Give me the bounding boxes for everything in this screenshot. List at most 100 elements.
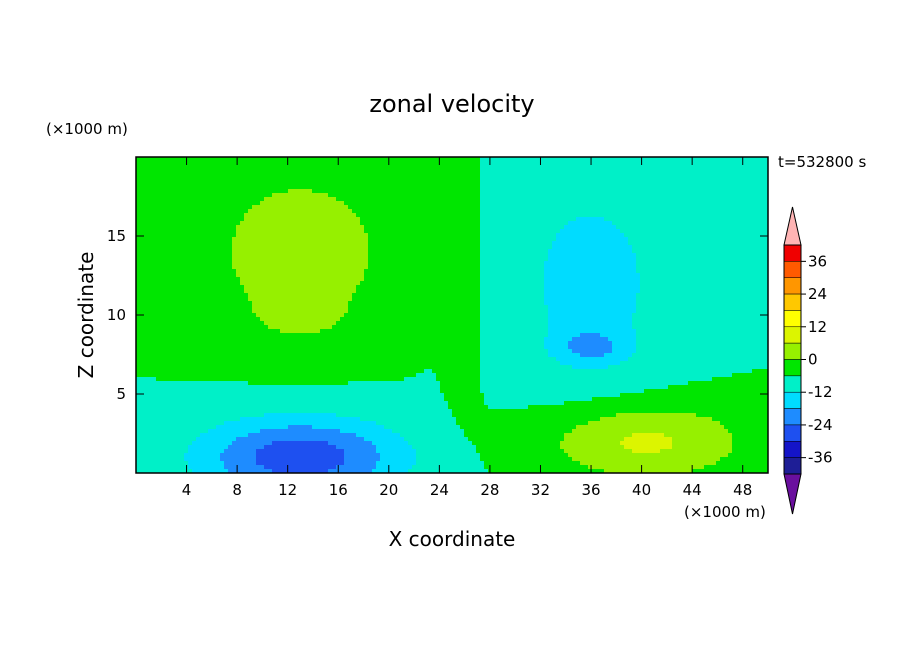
field-cell [580,173,585,178]
field-cell [764,217,768,222]
field-cell [644,233,649,238]
field-cell [656,253,661,258]
field-cell [528,233,533,238]
field-cell [428,253,433,258]
field-cell [748,257,753,262]
field-cell [752,197,757,202]
field-cell [376,225,381,230]
field-cell [484,205,489,210]
field-cell [428,157,433,162]
field-cell [268,221,273,226]
field-cell [640,233,645,238]
field-cell [536,209,541,214]
field-cell [416,209,421,214]
field-cell [200,233,205,238]
field-cell [648,189,653,194]
field-cell [252,277,257,282]
field-cell [164,265,169,270]
field-cell [140,193,145,198]
field-cell [744,237,749,242]
field-cell [212,209,217,214]
field-cell [632,221,637,226]
field-cell [248,213,253,218]
field-cell [716,165,721,170]
field-cell [600,165,605,170]
field-cell [492,173,497,178]
field-cell [644,265,649,270]
field-cell [628,265,633,270]
field-cell [628,273,633,278]
field-cell [652,201,657,206]
field-cell [260,165,265,170]
field-cell [732,205,737,210]
field-cell [724,245,729,250]
field-cell [540,233,545,238]
field-cell [736,173,741,178]
field-cell [496,249,501,254]
field-cell [376,233,381,238]
field-cell [404,157,409,162]
field-cell [272,185,277,190]
field-cell [432,265,437,270]
field-cell [204,265,209,270]
field-cell [476,185,481,190]
field-cell [552,229,557,234]
field-cell [216,225,221,230]
field-cell [244,241,249,246]
field-cell [180,229,185,234]
field-cell [340,241,345,246]
field-cell [736,181,741,186]
field-cell [548,229,553,234]
field-cell [344,269,349,274]
field-cell [496,225,501,230]
field-cell [428,193,433,198]
field-cell [348,281,353,286]
field-cell [696,245,701,250]
field-cell [148,261,153,266]
field-cell [608,177,613,182]
field-cell [708,209,713,214]
field-cell [620,241,625,246]
field-cell [580,261,585,266]
field-cell [480,221,485,226]
field-cell [268,225,273,230]
field-cell [248,161,253,166]
field-cell [208,269,213,274]
field-cell [180,193,185,198]
field-cell [512,253,517,258]
field-cell [712,177,717,182]
field-cell [352,217,357,222]
field-cell [616,253,621,258]
field-cell [584,221,589,226]
field-cell [180,237,185,242]
field-cell [556,177,561,182]
field-cell [476,189,481,194]
field-cell [232,173,237,178]
field-cell [660,185,665,190]
field-cell [564,233,569,238]
field-cell [652,233,657,238]
field-cell [192,265,197,270]
field-cell [304,165,309,170]
field-cell [728,253,733,258]
field-cell [736,237,741,242]
field-cell [764,185,768,190]
field-cell [184,273,189,278]
field-cell [596,193,601,198]
field-cell [628,217,633,222]
field-cell [184,265,189,270]
field-cell [644,157,649,162]
field-cell [188,189,193,194]
field-cell [652,261,657,266]
field-cell [540,213,545,218]
field-cell [732,277,737,282]
field-cell [428,225,433,230]
field-cell [304,241,309,246]
field-cell [692,245,697,250]
field-cell [444,189,449,194]
field-cell [512,173,517,178]
field-cell [612,157,617,162]
field-cell [564,189,569,194]
field-cell [708,261,713,266]
field-cell [472,189,477,194]
